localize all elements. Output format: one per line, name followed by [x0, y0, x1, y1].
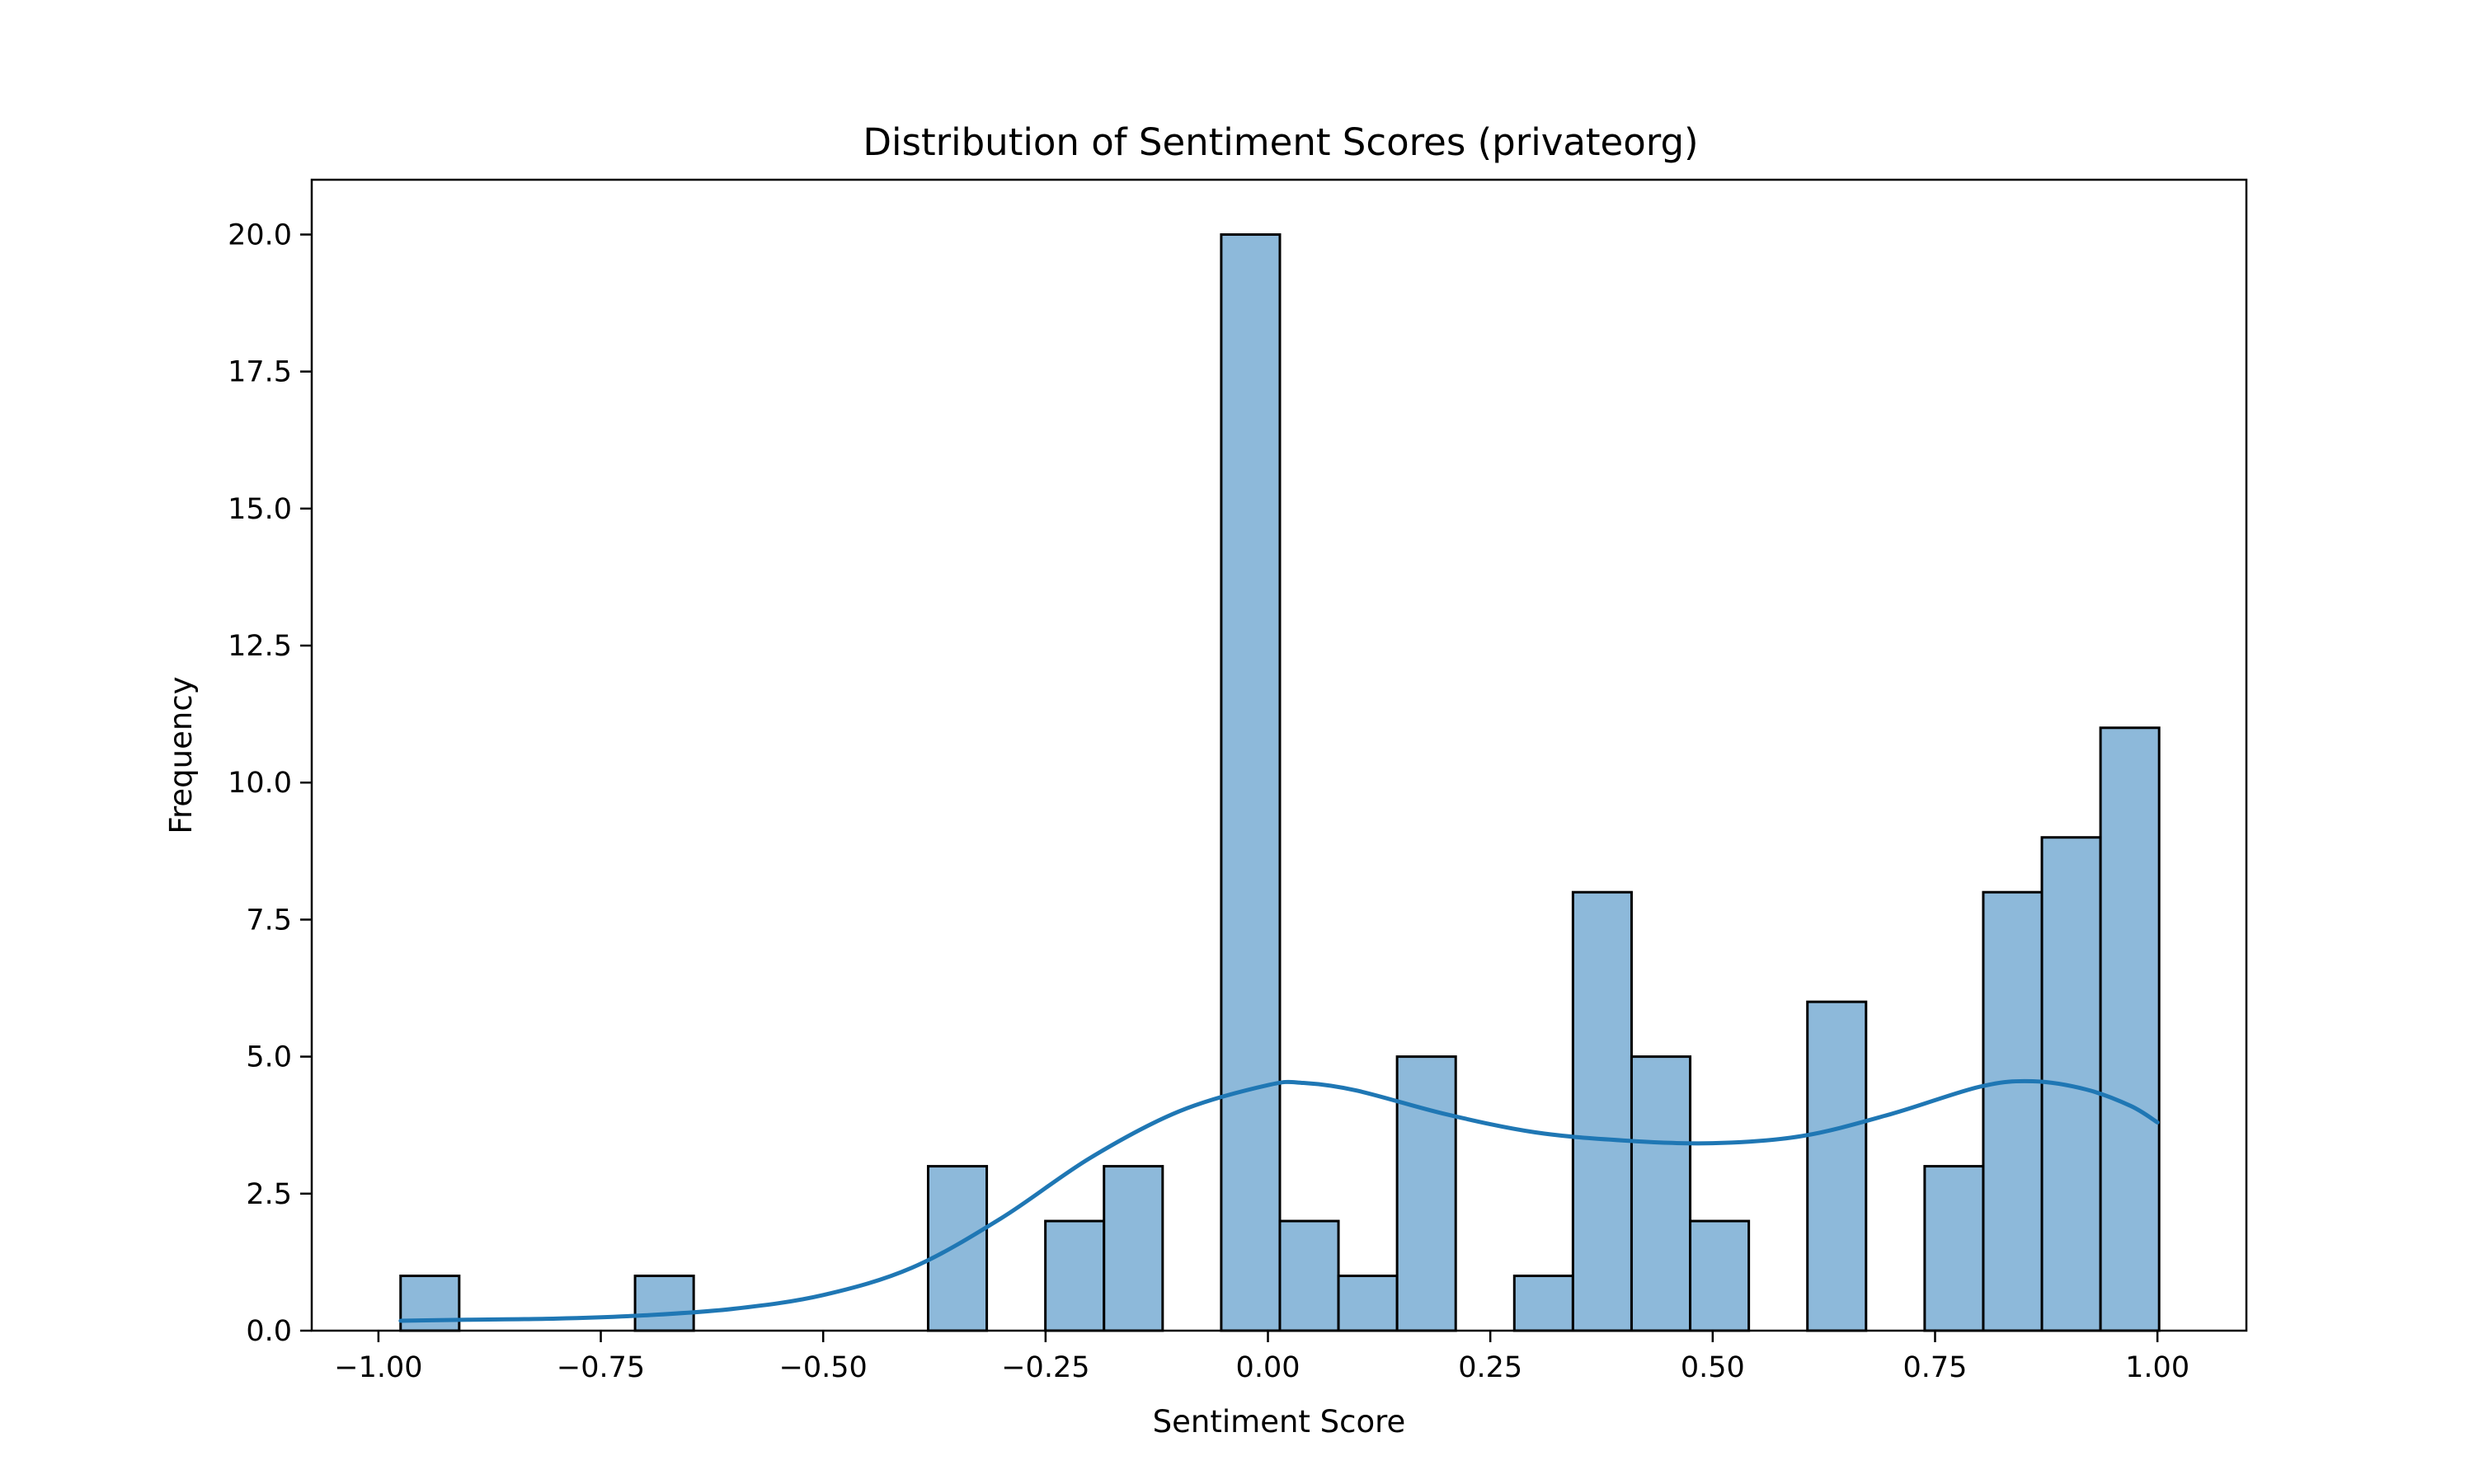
y-axis-ticks: 0.0 2.5 5.0 7.5 10.0 12.5 15.0 17.5 20.0 [228, 218, 312, 1348]
histogram-bar [1044, 1219, 1106, 1332]
x-axis-ticks: −1.00 −0.75 −0.50 −0.25 0.00 0.25 0.50 0.75 1.00 [334, 1331, 2189, 1384]
y-axis-label: Frequency [163, 676, 199, 834]
x-axis-label: Sentiment Score [1153, 1404, 1406, 1439]
y-tick-label: 20.0 [228, 218, 292, 251]
histogram-bar [1337, 1275, 1399, 1332]
histogram-bar [1923, 1165, 1985, 1332]
x-tick-label: −1.00 [334, 1351, 422, 1384]
histogram-bar [1571, 890, 1633, 1332]
plot-frame [310, 178, 2248, 1332]
y-tick-label: 17.5 [228, 356, 292, 389]
x-tick-label: −0.50 [779, 1351, 868, 1384]
histogram-bar [926, 1165, 989, 1332]
y-tick-label: 7.5 [246, 904, 292, 937]
histogram-bar [1103, 1165, 1164, 1332]
histogram-bar [1512, 1275, 1574, 1332]
histogram-bar [2099, 726, 2161, 1332]
y-tick-label: 0.0 [246, 1315, 292, 1348]
x-tick-label: 0.50 [1681, 1351, 1745, 1384]
chart-title: Distribution of Sentiment Scores (privat… [863, 120, 1698, 164]
x-tick-label: −0.75 [557, 1351, 645, 1384]
histogram-bar [1630, 1055, 1692, 1332]
y-tick-label: 10.0 [228, 767, 292, 800]
x-tick-label: −0.25 [1001, 1351, 1089, 1384]
y-tick-label: 12.5 [228, 630, 292, 663]
kde-curve [398, 1078, 2160, 1323]
histogram-bar [1395, 1055, 1457, 1332]
histogram-bars [399, 232, 2161, 1332]
x-tick-label: 0.00 [1236, 1351, 1300, 1384]
y-tick-label: 2.5 [246, 1178, 292, 1211]
x-tick-label: 1.00 [2125, 1351, 2189, 1384]
y-tick-label: 15.0 [228, 493, 292, 526]
histogram-bar [1806, 1000, 1868, 1332]
histogram-bar [1982, 890, 2044, 1332]
x-tick-label: 0.25 [1458, 1351, 1522, 1384]
histogram-bar [1278, 1219, 1340, 1332]
x-tick-label: 0.75 [1903, 1351, 1968, 1384]
histogram-bar [633, 1275, 695, 1332]
y-tick-label: 5.0 [246, 1041, 292, 1074]
histogram-bar [1220, 232, 1282, 1332]
histogram-bar [1689, 1219, 1751, 1332]
